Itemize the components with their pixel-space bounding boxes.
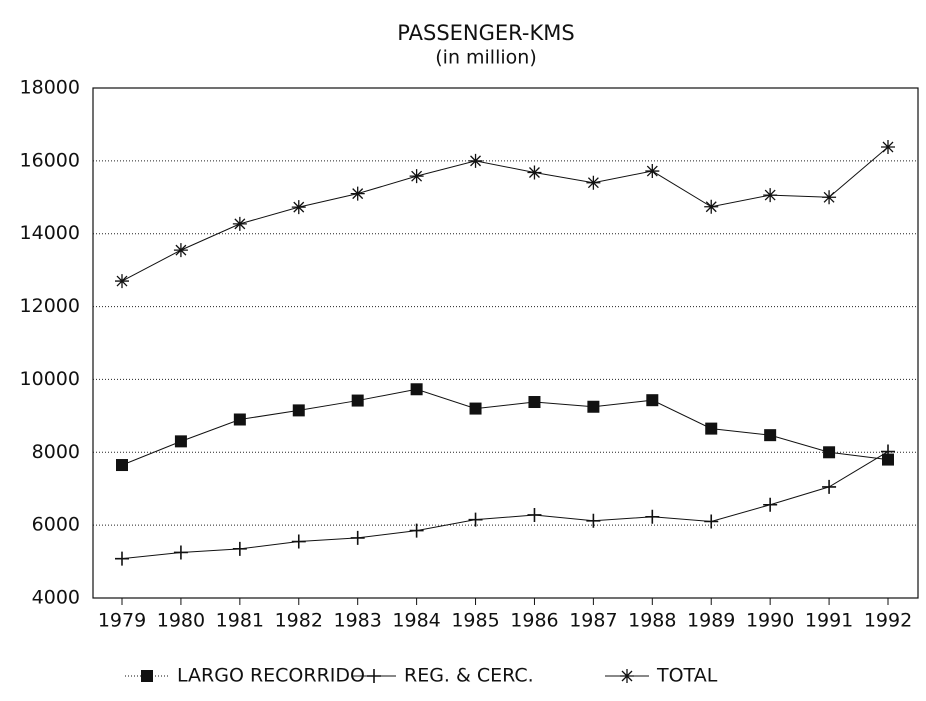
y-tick-label: 16000 [20, 149, 80, 171]
data-point [174, 435, 187, 448]
x-tick-label: 1981 [216, 610, 264, 632]
data-point [115, 274, 129, 289]
x-tick-label: 1990 [746, 610, 794, 632]
legend-marker [620, 669, 634, 683]
data-point [410, 383, 423, 396]
y-tick-label: 10000 [20, 368, 80, 390]
data-point [409, 169, 424, 184]
data-point [882, 453, 894, 466]
x-tick-label: 1991 [805, 610, 853, 632]
data-point [823, 446, 836, 459]
y-tick-label: 4000 [32, 587, 80, 609]
x-tick-label: 1988 [628, 610, 676, 632]
x-tick-label: 1989 [687, 610, 735, 632]
data-point [763, 188, 778, 203]
data-point [527, 507, 542, 522]
data-point [763, 497, 778, 512]
x-tick-label: 1985 [451, 610, 499, 632]
chart-subtitle: (in million) [435, 47, 536, 69]
x-tick-label: 1982 [275, 610, 323, 632]
data-point [822, 479, 837, 494]
data-point [232, 216, 247, 231]
legend-label: REG. & CERC. [404, 665, 534, 687]
data-point [764, 429, 777, 442]
data-point [291, 200, 306, 215]
data-point [586, 513, 601, 528]
x-tick-label: 1980 [157, 610, 205, 632]
data-point [645, 164, 660, 179]
data-point [881, 140, 895, 155]
data-point [232, 541, 247, 556]
legend-marker [141, 670, 153, 682]
chart-title: PASSENGER-KMS [397, 21, 574, 45]
data-point [116, 459, 128, 472]
data-point [468, 512, 483, 527]
x-tick-label: 1984 [392, 610, 440, 632]
data-point [704, 514, 719, 529]
data-point [292, 404, 305, 417]
legend-label: LARGO RECORRIDO [177, 665, 365, 687]
data-point [468, 153, 483, 168]
data-point [704, 199, 719, 214]
data-point [115, 551, 129, 566]
data-point [645, 509, 660, 524]
series-line [121, 388, 889, 466]
data-point [350, 530, 365, 545]
x-tick-label: 1986 [510, 610, 558, 632]
x-tick-label: 1979 [98, 610, 146, 632]
data-point [173, 243, 188, 258]
y-tick-label: 18000 [20, 77, 80, 99]
data-point [409, 523, 424, 538]
data-point [351, 394, 364, 407]
series-line [121, 451, 889, 560]
plot-frame [92, 87, 919, 599]
legend-label: TOTAL [656, 665, 718, 687]
data-point [350, 186, 365, 201]
data-point [528, 396, 541, 409]
legend-marker [367, 669, 381, 683]
series-line [121, 146, 889, 282]
data-point [587, 400, 600, 413]
data-point [291, 534, 306, 549]
data-point [646, 394, 659, 407]
data-point [586, 175, 601, 190]
data-point [173, 545, 188, 560]
y-tick-label: 12000 [20, 295, 80, 317]
y-tick-label: 8000 [32, 441, 80, 463]
x-tick-label: 1992 [864, 610, 912, 632]
y-tick-label: 14000 [20, 222, 80, 244]
y-tick-label: 6000 [32, 514, 80, 536]
data-point [469, 402, 482, 415]
data-point [705, 422, 718, 435]
x-tick-label: 1983 [334, 610, 382, 632]
data-point [527, 165, 542, 180]
data-point [822, 190, 837, 205]
data-point [881, 444, 895, 459]
data-point [233, 413, 246, 426]
x-tick-label: 1987 [569, 610, 617, 632]
